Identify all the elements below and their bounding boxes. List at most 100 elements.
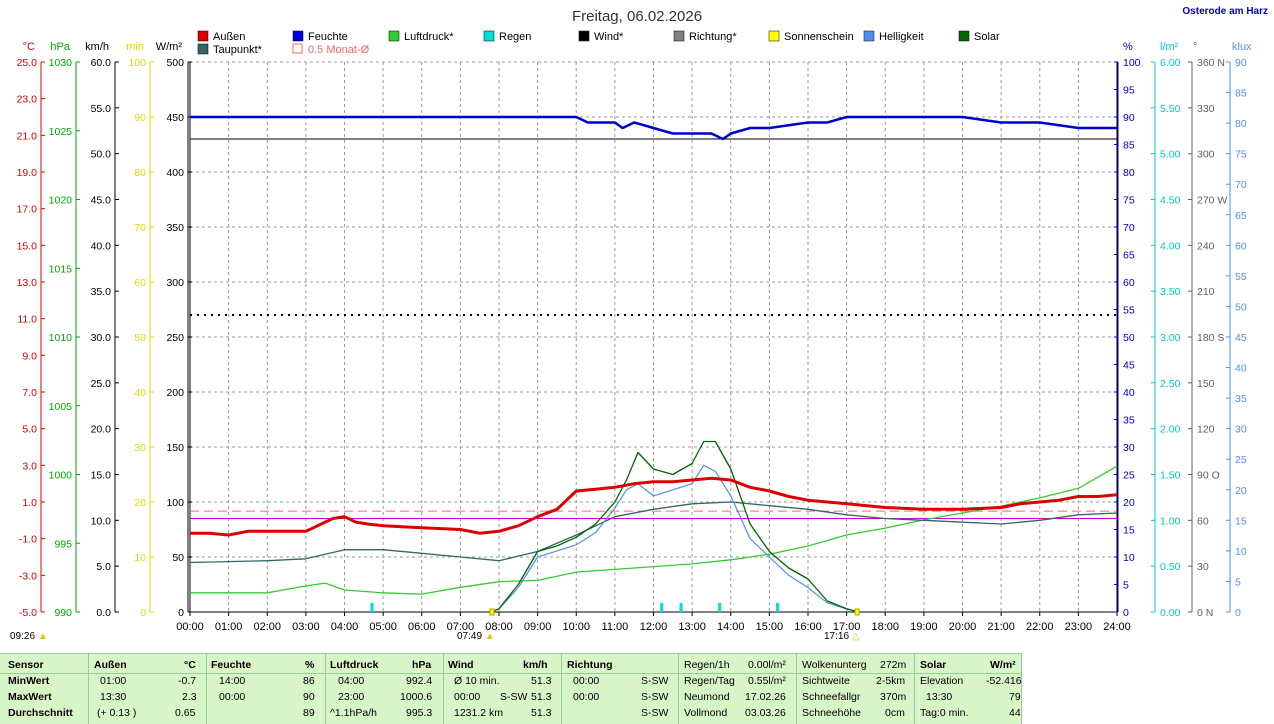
sunrise-label: 07:49 ▲	[457, 631, 495, 642]
wind-min-time: Ø 10 min.	[454, 675, 500, 687]
col-sep-3	[325, 653, 326, 724]
axis-tick-humidity: 15	[1123, 525, 1135, 537]
axis-tick-solar: 350	[166, 222, 184, 234]
sunset-label: 17:16 △	[824, 631, 860, 642]
x-tick-label: 23:00	[1065, 621, 1093, 633]
axis-tick-direction: 240	[1197, 240, 1215, 252]
fullmoon-val: 03.03.26	[745, 707, 786, 719]
axis-tick-lux: 65	[1235, 210, 1247, 222]
header-feuchte-unit: %	[305, 659, 315, 671]
solar-max-val: 79	[1009, 691, 1021, 703]
axis-tick-direction: 30	[1197, 561, 1209, 573]
axis-unit-wind: km/h	[85, 41, 109, 53]
header-druck: Luftdruck	[330, 659, 379, 671]
legend-swatch	[673, 30, 685, 42]
series-luftdruck	[190, 465, 1118, 595]
axis-tick-direction: 180 S	[1197, 332, 1224, 344]
axis-tick-pressure: 1010	[49, 332, 73, 344]
axis-tick-solar: 500	[166, 57, 184, 69]
axis-tick-rain: 1.50	[1160, 470, 1181, 482]
axis-tick-lux: 30	[1235, 424, 1247, 436]
axis-tick-solar: 400	[166, 167, 184, 179]
axis-tick-lux: 80	[1235, 118, 1247, 130]
axis-tick-wind: 60.0	[91, 57, 112, 69]
axis-tick-rain: 0.00	[1160, 607, 1181, 619]
col-sep-2	[206, 653, 207, 724]
sunshine-day-label: Tag:0 min.	[920, 707, 969, 719]
axis-tick-wind: 10.0	[91, 515, 112, 527]
elevation-label: Elevation	[920, 675, 964, 687]
axis-tick-pressure: 1005	[49, 401, 73, 413]
wind-avg-distance: 1231.2 km	[454, 707, 504, 719]
axis-tick-direction: 150	[1197, 378, 1215, 390]
grid	[190, 61, 1117, 612]
druck-min-val: 992.4	[406, 675, 433, 687]
feuchte-avg-val: 89	[303, 707, 315, 719]
axis-tick-temp: 19.0	[17, 167, 38, 179]
x-tick-label: 06:00	[408, 621, 436, 633]
axis-tick-humidity: 95	[1123, 85, 1135, 97]
series-taupunkt	[189, 501, 1118, 564]
axis-tick-temp: 7.0	[22, 387, 37, 399]
axis-tick-pressure: 1015	[49, 263, 73, 275]
axis-tick-humidity: 75	[1123, 195, 1135, 207]
axis-tick-lux: 25	[1235, 454, 1247, 466]
axis-tick-pressure: 990	[54, 607, 72, 619]
axis-tick-humidity: 85	[1123, 140, 1135, 152]
druck-max-val: 1000.6	[400, 691, 433, 703]
legend-label: Luftdruck*	[404, 31, 454, 43]
axis-tick-direction: 300	[1197, 149, 1215, 161]
x-tick-label: 19:00	[910, 621, 938, 633]
col-sep-9	[1021, 653, 1022, 724]
axis-tick-wind: 50.0	[91, 149, 112, 161]
x-tick-label: 12:00	[640, 621, 668, 633]
axis-tick-lux: 15	[1235, 515, 1247, 527]
x-tick-label: 17:00	[833, 621, 861, 633]
axis-tick-direction: 210	[1197, 286, 1215, 298]
feuchte-max-time: 00:00	[219, 691, 246, 703]
axis-tick-direction: 90 O	[1197, 470, 1220, 482]
legend-swatch	[292, 30, 304, 42]
axis-unit-sun: min	[126, 41, 144, 53]
axis-tick-direction: 0 N	[1197, 607, 1213, 619]
axis-tick-solar: 50	[172, 552, 184, 564]
axis-tick-wind: 0.0	[96, 607, 111, 619]
axis-tick-temp: 15.0	[17, 240, 38, 252]
aussen-avg-val: 0.65	[175, 707, 196, 719]
axis-tick-sun: 40	[134, 387, 146, 399]
rain-1h-label: Regen/1h	[684, 659, 730, 671]
axis-tick-rain: 5.00	[1160, 149, 1181, 161]
x-tick-label: 14:00	[717, 621, 745, 633]
station-name: Osterode am Harz	[1182, 6, 1268, 17]
legend-label: Solar	[974, 31, 1000, 43]
legend-label: Wind*	[594, 31, 624, 43]
x-tick-label: 03:00	[292, 621, 320, 633]
x-tick-label: 02:00	[253, 621, 281, 633]
header-feuchte: Feuchte	[211, 659, 252, 671]
axis-tick-sun: 30	[134, 442, 146, 454]
rain-bar	[776, 602, 780, 612]
axis-tick-humidity: 90	[1123, 112, 1135, 124]
aussen-max-time: 13:30	[100, 691, 127, 703]
axis-unit-direction: °	[1193, 41, 1197, 53]
table-top-border	[0, 653, 1022, 654]
rain-bar	[660, 602, 664, 612]
weather-chart: Freitag, 06.02.2026 Außen Feuchte Luftdruc…	[17, 8, 1252, 633]
newmoon-val: 17.02.26	[745, 691, 786, 703]
richtung-avg-val: S-SW	[641, 707, 669, 719]
header-sensor: Sensor	[8, 659, 44, 671]
axis-unit-humidity: %	[1123, 41, 1133, 53]
header-aussen-unit: °C	[184, 659, 196, 671]
druck-avg-trend: ^1.1hPa/h	[330, 707, 377, 719]
axis-tick-lux: 20	[1235, 485, 1247, 497]
axis-tick-pressure: 1030	[49, 57, 73, 69]
axis-tick-direction: 60	[1197, 515, 1209, 527]
axis-tick-rain: 2.00	[1160, 424, 1181, 436]
axis-tick-temp: 9.0	[22, 350, 37, 362]
axis-tick-lux: 70	[1235, 179, 1247, 191]
axis-tick-lux: 45	[1235, 332, 1247, 344]
axis-tick-wind: 15.0	[91, 470, 112, 482]
col-sep-1	[88, 653, 89, 724]
axis-tick-humidity: 35	[1123, 415, 1135, 427]
axis-tick-rain: 4.50	[1160, 195, 1181, 207]
